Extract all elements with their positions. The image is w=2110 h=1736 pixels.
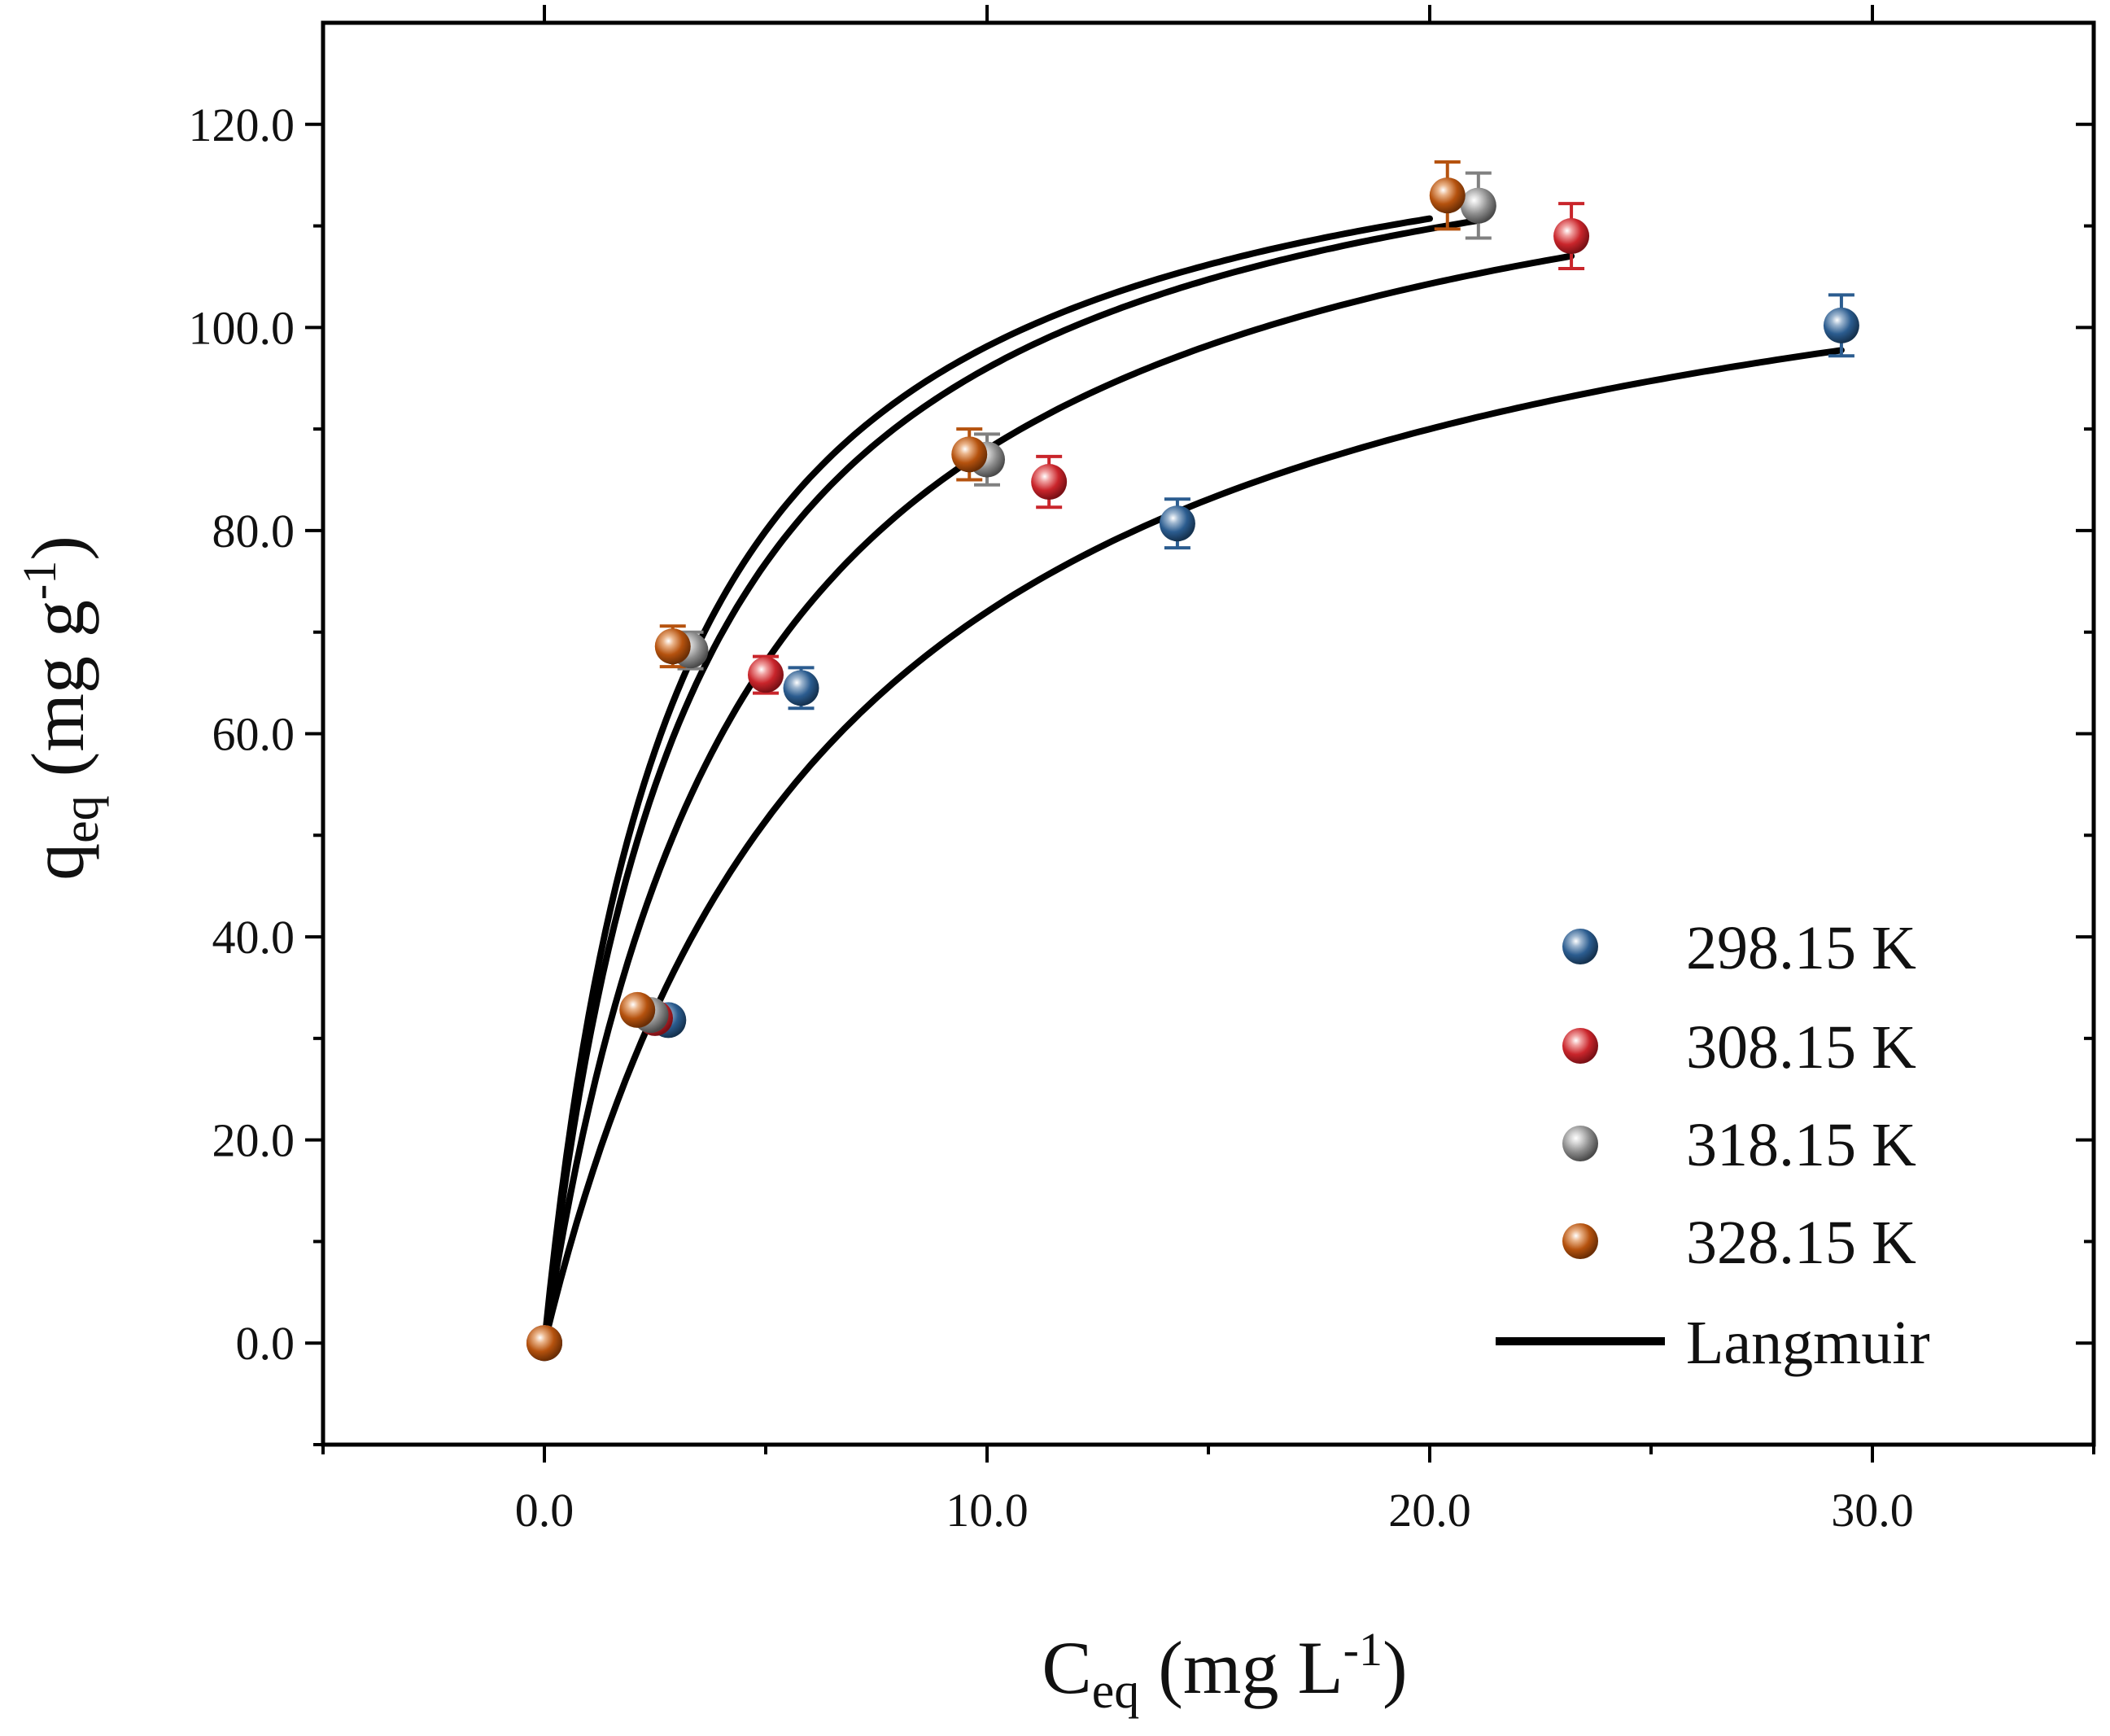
data-points	[526, 177, 1859, 1362]
legend-marker-308	[1562, 1028, 1598, 1064]
data-point-0	[1823, 307, 1859, 343]
data-point-3	[951, 436, 988, 473]
y-axis-title-sup: -1	[13, 561, 66, 600]
x-axis-title-sup: -1	[1343, 1623, 1383, 1676]
y-axis-title-sub: eq	[54, 795, 109, 843]
legend-label-328: 328.15 K	[1686, 1209, 1916, 1277]
x-tick-label: 30.0	[1831, 1484, 1914, 1537]
y-tick-label: 120.0	[189, 98, 295, 151]
y-axis-title: qeq (mg g-1)	[13, 536, 109, 881]
x-tick-label: 0.0	[515, 1484, 574, 1537]
legend-label-langmuir: Langmuir	[1686, 1309, 1930, 1377]
langmuir-fit-curve-1	[541, 252, 1575, 1347]
legend-label-308: 308.15 K	[1686, 1013, 1916, 1082]
legend-marker-298	[1562, 929, 1598, 964]
x-axis-title-main: C	[1042, 1626, 1091, 1709]
data-point-0	[783, 670, 819, 706]
tick-labels: 0.0 10.0 20.0 30.0 0.0 20.0 40.0 60.0 80.0 100.0 1…	[189, 98, 1914, 1537]
y-tick-label: 20.0	[212, 1114, 295, 1167]
x-tick-label: 20.0	[1388, 1484, 1471, 1537]
y-tick-label: 100.0	[189, 301, 295, 354]
axis-ticks	[305, 5, 2095, 1463]
x-axis-title-units: (mg L	[1139, 1626, 1343, 1709]
data-point-3	[619, 991, 656, 1028]
y-tick-label: 0.0	[236, 1317, 295, 1370]
y-axis-title-close: )	[16, 536, 99, 561]
data-point-3	[526, 1325, 562, 1362]
y-tick-label: 60.0	[212, 708, 295, 761]
legend-label-298: 298.15 K	[1686, 914, 1916, 982]
x-axis-title-close: )	[1383, 1626, 1408, 1709]
x-axis-title: Ceq (mg L-1)	[1042, 1623, 1407, 1719]
error-bars	[624, 160, 1854, 1032]
data-point-1	[1031, 464, 1068, 501]
legend-label-318: 318.15 K	[1686, 1111, 1916, 1179]
y-axis-title-main: q	[16, 843, 99, 881]
legend: 298.15 K 308.15 K 318.15 K 328.15 K Lang…	[1496, 914, 1930, 1377]
langmuir-fit-curves	[541, 215, 1845, 1347]
langmuir-fit-curve-0	[541, 347, 1845, 1347]
data-point-1	[1553, 218, 1590, 255]
data-point-3	[654, 628, 691, 665]
data-point-1	[748, 657, 784, 693]
data-point-2	[1460, 187, 1496, 224]
data-point-0	[1159, 505, 1195, 542]
x-axis-title-sub: eq	[1092, 1664, 1140, 1719]
data-point-3	[1429, 177, 1466, 214]
legend-marker-318	[1562, 1126, 1598, 1161]
langmuir-fit-curve-3	[541, 215, 1433, 1347]
langmuir-fit-curve-2	[541, 216, 1482, 1347]
x-tick-label: 10.0	[946, 1484, 1029, 1537]
legend-marker-328	[1562, 1223, 1598, 1259]
y-tick-label: 40.0	[212, 911, 295, 964]
y-axis-title-units: (mg g	[16, 600, 99, 795]
y-tick-label: 80.0	[212, 505, 295, 558]
